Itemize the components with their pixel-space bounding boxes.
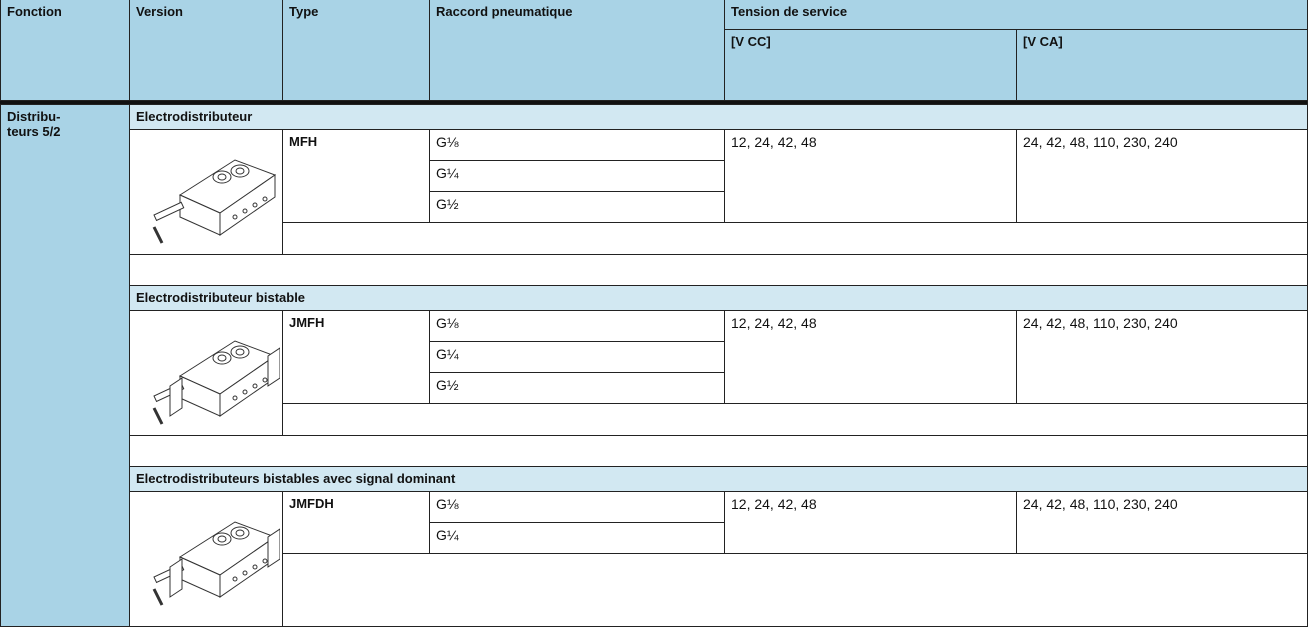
- section-title: Electrodistributeur bistable: [130, 286, 1308, 311]
- header-cell: Raccord pneumatique: [430, 0, 725, 101]
- header-cell-text: Raccord pneumatique: [436, 4, 573, 19]
- vca-cell: 24, 42, 48, 110, 230, 240: [1017, 130, 1308, 223]
- header-cell-text: Fonction: [7, 4, 62, 19]
- header-cell: Tension de service: [725, 0, 1308, 30]
- connection-cell-text: G¼: [436, 346, 459, 362]
- header-cell: Version: [130, 0, 283, 101]
- connection-cell: G½: [430, 192, 725, 223]
- vca-cell: 24, 42, 48, 110, 230, 240: [1017, 311, 1308, 404]
- valve-image: [140, 497, 280, 622]
- vcc-cell: 12, 24, 42, 48: [725, 130, 1017, 223]
- type-cell-text: JMFDH: [289, 496, 334, 511]
- connection-cell: G⅛: [430, 311, 725, 342]
- vcc-cell-text: 12, 24, 42, 48: [731, 134, 817, 150]
- vca-cell-text: 24, 42, 48, 110, 230, 240: [1023, 134, 1178, 150]
- header-cell: [V CA]: [1017, 30, 1308, 101]
- connection-cell: G¼: [430, 161, 725, 192]
- connection-cell-text: G¼: [436, 165, 459, 181]
- vca-cell-text: 24, 42, 48, 110, 230, 240: [1023, 315, 1178, 331]
- type-cell: JMFDH: [283, 492, 430, 554]
- connection-cell: G¼: [430, 342, 725, 373]
- valve-image: [140, 135, 280, 250]
- connection-cell-text: G½: [436, 196, 459, 212]
- section-title: Electrodistributeur: [130, 105, 1308, 130]
- section-title-text: Electrodistributeurs bistables avec sign…: [136, 471, 455, 486]
- header-cell-text: Tension de service: [731, 4, 847, 19]
- header-cell-text: Version: [136, 4, 183, 19]
- header-cell-text: Type: [289, 4, 318, 19]
- section-title-text: Electrodistributeur: [136, 109, 252, 124]
- section-title-text: Electrodistributeur bistable: [136, 290, 305, 305]
- type-cell: MFH: [283, 130, 430, 223]
- connection-cell-text: G¼: [436, 527, 459, 543]
- section-title: Electrodistributeurs bistables avec sign…: [130, 467, 1308, 492]
- type-cell-text: MFH: [289, 134, 317, 149]
- vcc-cell-text: 12, 24, 42, 48: [731, 315, 817, 331]
- header-cell: Fonction: [0, 0, 130, 101]
- vcc-cell-text: 12, 24, 42, 48: [731, 496, 817, 512]
- connection-cell-text: G⅛: [436, 315, 459, 331]
- connection-cell: G½: [430, 373, 725, 404]
- type-cell: JMFH: [283, 311, 430, 404]
- header-cell-text: [V CC]: [731, 34, 771, 49]
- header-cell: Type: [283, 0, 430, 101]
- blank-row: [130, 255, 1308, 286]
- connection-cell: G¼: [430, 523, 725, 554]
- connection-cell-text: G⅛: [436, 134, 459, 150]
- header-cell-text: [V CA]: [1023, 34, 1063, 49]
- vca-cell-text: 24, 42, 48, 110, 230, 240: [1023, 496, 1178, 512]
- empty-row: [283, 554, 1308, 627]
- connection-cell-text: G½: [436, 377, 459, 393]
- empty-row: [283, 223, 1308, 255]
- vcc-cell: 12, 24, 42, 48: [725, 492, 1017, 554]
- fonction-cell: Distribu-teurs 5/2: [0, 105, 130, 627]
- header-cell: [V CC]: [725, 30, 1017, 101]
- table-page: Fonction Version Type Raccord pneumatique Te…: [0, 0, 1308, 629]
- valve-image: [140, 316, 280, 431]
- blank-row: [130, 436, 1308, 467]
- connection-cell-text: G⅛: [436, 496, 459, 512]
- vca-cell: 24, 42, 48, 110, 230, 240: [1017, 492, 1308, 554]
- type-cell-text: JMFH: [289, 315, 324, 330]
- fonction-line: teurs 5/2: [7, 124, 123, 139]
- empty-row: [283, 404, 1308, 436]
- connection-cell: G⅛: [430, 130, 725, 161]
- connection-cell: G⅛: [430, 492, 725, 523]
- fonction-line: Distribu-: [7, 109, 123, 124]
- vcc-cell: 12, 24, 42, 48: [725, 311, 1017, 404]
